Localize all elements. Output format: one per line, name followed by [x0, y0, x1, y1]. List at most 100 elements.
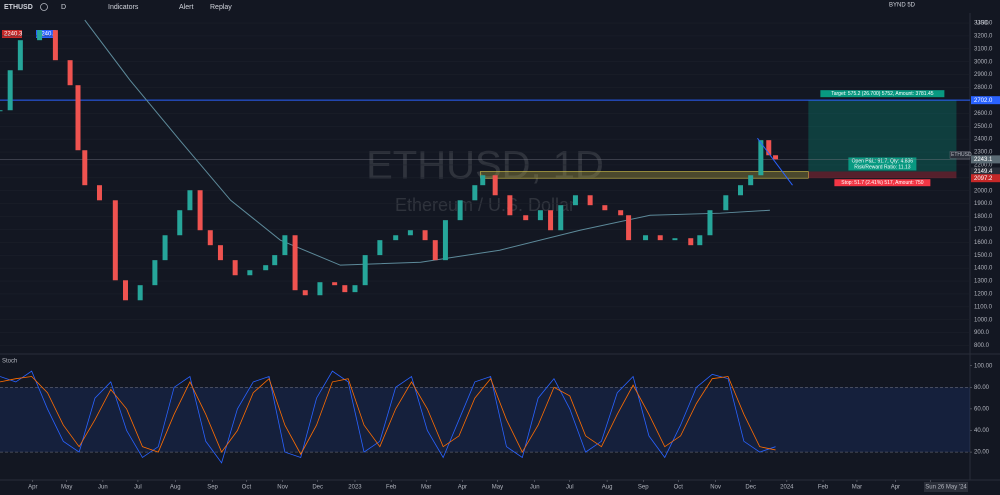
currency: USD — [976, 21, 989, 27]
candle — [272, 255, 278, 266]
stoch-line — [0, 370, 776, 464]
candle — [480, 175, 486, 186]
price-label: 2702.0 — [974, 98, 993, 104]
y-tick-label: 2500.0 — [974, 124, 993, 130]
candle — [122, 280, 128, 301]
price-tag-bg — [949, 151, 971, 159]
candle — [342, 285, 348, 293]
candle — [626, 215, 632, 241]
stop-label-bg — [834, 179, 931, 187]
x-tick-label: Dec — [312, 485, 323, 491]
candle — [432, 240, 438, 261]
candle — [393, 235, 399, 241]
y-tick-label: 80.00 — [974, 385, 990, 391]
pnl-label: Open P&L: 91.7, Qty: 4.836 — [852, 158, 914, 164]
candle — [472, 185, 478, 201]
x-tick-label: Jun — [530, 485, 540, 491]
candle — [672, 238, 678, 241]
candle — [282, 235, 288, 256]
candle — [302, 290, 308, 296]
price-tag: ETHUSD — [951, 152, 972, 158]
y-tick-label: 1200.0 — [974, 292, 993, 298]
candle — [263, 265, 269, 271]
symbol[interactable]: ETHUSD — [4, 4, 33, 11]
y-tick-label: 1800.0 — [974, 214, 993, 220]
legend: 2240.3 2240.4 — [2, 30, 57, 38]
candle — [377, 240, 383, 256]
candle — [766, 140, 772, 156]
x-tick-label: Jun — [98, 485, 108, 491]
candle — [558, 205, 564, 231]
compare[interactable]: BYND 5D — [889, 3, 916, 9]
x-tick-label: Nov — [710, 485, 721, 491]
candle — [587, 195, 593, 206]
y-tick-label: 2800.0 — [974, 85, 993, 91]
x-tick-label: Apr — [891, 485, 900, 491]
x-tick-label: 2023 — [348, 485, 362, 491]
candle — [548, 210, 554, 231]
x-tick-label: Oct — [674, 485, 684, 491]
candle — [492, 175, 498, 196]
toolbar: ETHUSD D Indicators Alert Replay BYND 5D… — [0, 0, 1000, 27]
target-label: Target: 575.2 (26.700) 5752, Amount: 378… — [831, 91, 934, 97]
y-tick-label: 2400.0 — [974, 137, 993, 143]
x-tick-label: Sep — [207, 485, 218, 491]
alert[interactable]: Alert — [179, 4, 193, 11]
candle — [75, 85, 81, 151]
stoch-label: Stoch — [2, 359, 17, 365]
x-tick-label: Jul — [566, 485, 574, 491]
x-tick-label: Apr — [458, 485, 467, 491]
candle — [17, 40, 23, 71]
y-tick-label: 1000.0 — [974, 317, 993, 323]
y-tick-label: 1700.0 — [974, 227, 993, 233]
stoch-line — [0, 376, 776, 456]
candle — [643, 235, 649, 241]
candle — [152, 260, 158, 286]
x-tick-label: Aug — [602, 485, 613, 491]
y-tick-label: 2000.0 — [974, 188, 993, 194]
candle — [748, 175, 754, 186]
candle — [317, 282, 323, 296]
x-tick-label: Dec — [745, 485, 756, 491]
replay[interactable]: Replay — [210, 4, 232, 11]
stop-zone — [808, 171, 957, 179]
candle — [332, 282, 338, 286]
indicators[interactable]: Indicators — [108, 4, 139, 11]
y-tick-label: 2600.0 — [974, 111, 993, 117]
trendline — [757, 137, 793, 186]
candle — [707, 210, 713, 236]
y-tick-label: 3100.0 — [974, 46, 993, 52]
candle — [197, 190, 203, 231]
price-label-bg — [971, 167, 1000, 176]
candle — [112, 200, 118, 281]
candle — [96, 185, 102, 201]
y-tick-label: 100.00 — [974, 363, 993, 369]
price-label: 2149.4 — [974, 169, 993, 175]
price-label: 2243.1 — [974, 157, 993, 163]
candle — [162, 235, 168, 261]
price-label-bg — [971, 96, 1000, 105]
price-label-bg — [971, 155, 1000, 164]
interval[interactable]: D — [61, 4, 66, 11]
candle — [442, 220, 448, 261]
watermark-subtitle: Ethereum / U.S. Dollar — [395, 195, 575, 215]
add-symbol[interactable] — [40, 3, 48, 11]
x-tick-label: Jul — [134, 485, 142, 491]
x-tick-label: Mar — [421, 485, 431, 491]
candle — [407, 230, 413, 236]
y-tick-label: 2900.0 — [974, 72, 993, 78]
x-tick-label: Feb — [818, 485, 829, 491]
candle — [537, 210, 543, 221]
stoch-band — [0, 387, 970, 453]
candle — [657, 235, 663, 241]
candle — [7, 70, 13, 111]
price-label-bg — [971, 174, 1000, 183]
candle — [247, 270, 253, 276]
entry-zone — [480, 171, 809, 179]
x-tick-label: Aug — [170, 485, 181, 491]
y-tick-label: 1400.0 — [974, 266, 993, 272]
candle — [177, 210, 183, 236]
candle — [362, 255, 368, 286]
candle — [352, 285, 358, 293]
bid-box — [2, 30, 22, 38]
